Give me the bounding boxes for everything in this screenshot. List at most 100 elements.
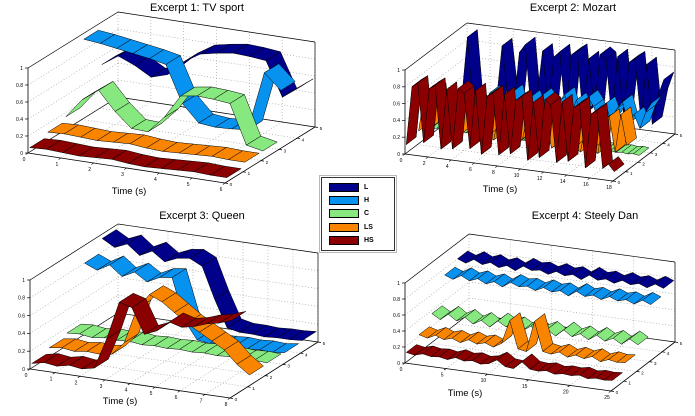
legend-swatch-LS xyxy=(329,222,359,232)
grid-lines xyxy=(27,11,316,184)
z-tick-label: 1 xyxy=(20,66,23,72)
x-tick-label: 3 xyxy=(100,384,103,390)
ribbon-HS xyxy=(29,138,242,178)
depth-tick-label: 3 xyxy=(284,149,287,154)
depth-tick-label: 2 xyxy=(270,375,273,380)
z-tick-label: 0.6 xyxy=(393,313,400,319)
depth-tick-label: 2 xyxy=(266,160,269,165)
legend-swatch-H xyxy=(329,196,359,206)
z-tick-label: 0.8 xyxy=(393,297,400,303)
z-tick-label: 0 xyxy=(22,367,25,373)
x-tick-label: 0 xyxy=(400,367,403,373)
ribbon-plot-tv-sport: 0 0.2 0.4 0.6 0.8 1 0 1 2 3 4 5 6 0 1 2 3 4 5 xyxy=(16,11,323,193)
x-tick-label: 8 xyxy=(492,170,495,176)
ribbon-HS xyxy=(31,293,247,370)
z-tick-label: 0.6 xyxy=(393,101,400,107)
legend-entry-C: C xyxy=(329,208,387,219)
z-tick-label: 0 xyxy=(20,151,23,157)
x-tick-label: 25 xyxy=(604,395,610,401)
depth-tick-label: 0 xyxy=(616,390,619,395)
depth-tick-label: 4 xyxy=(302,137,305,142)
subplot-excerpt-1: 0 0.2 0.4 0.6 0.8 1 0 1 2 3 4 5 6 0 1 2 3 4 5 Excerpt 1: T… xyxy=(0,0,347,208)
x-tick-label: 10 xyxy=(481,378,487,384)
z-tick-label: 1 xyxy=(397,281,400,287)
z-axis-ticks: 0 0.2 0.4 0.6 0.8 1 xyxy=(16,66,28,157)
subplot-excerpt-3: 0 0.2 0.4 0.6 0.8 1 0 1 2 3 4 5 6 7 8 0 1 2 3 4 5 Excerpt 3:… xyxy=(0,208,347,416)
z-tick-label: 0.8 xyxy=(18,296,25,302)
z-tick-label: 1 xyxy=(22,278,25,284)
x-tick-label: 1 xyxy=(55,162,58,168)
z-tick-label: 0 xyxy=(397,361,400,367)
x-tick-label: 10 xyxy=(514,173,520,179)
z-tick-label: 0.2 xyxy=(393,345,400,351)
x-tick-label: 6 xyxy=(220,187,223,193)
z-tick-label: 0.6 xyxy=(16,100,23,106)
legend-entry-L: L xyxy=(329,182,387,193)
depth-tick-label: 3 xyxy=(287,364,290,369)
x-tick-label: 7 xyxy=(200,398,203,404)
z-tick-label: 0.2 xyxy=(16,134,23,140)
legend-entry-LS: LS xyxy=(329,222,387,233)
depth-tick-label: 5 xyxy=(680,133,683,138)
plot-title: Excerpt 1: TV sport xyxy=(150,2,244,14)
x-tick-label: 1 xyxy=(50,377,53,383)
x-tick-label: 4 xyxy=(446,164,449,170)
depth-tick-label: 4 xyxy=(667,351,670,356)
depth-tick-label: 1 xyxy=(628,380,631,385)
z-tick-label: 0.4 xyxy=(18,331,25,337)
z-axis-ticks: 0 0.2 0.4 0.6 0.8 1 xyxy=(393,68,405,158)
depth-tick-label: 5 xyxy=(320,126,323,131)
depth-tick-label: 1 xyxy=(630,171,633,176)
x-tick-label: 2 xyxy=(423,161,426,167)
ribbon-LS xyxy=(47,122,260,163)
ribbon-plot-queen: 0 0.2 0.4 0.6 0.8 1 0 1 2 3 4 5 6 7 8 0 1 2 3 4 5 xyxy=(18,223,326,408)
front-axes: 0 1 2 3 4 5 6 0 1 2 3 4 5 xyxy=(23,126,323,193)
x-tick-label: 5 xyxy=(441,373,444,379)
z-tick-label: 0.6 xyxy=(18,313,25,319)
x-tick-label: 0 xyxy=(25,373,28,379)
x-tick-label: 4 xyxy=(125,388,128,394)
subplot-excerpt-2: 0 0.2 0.4 0.6 0.8 1 0 2 4 6 8 10 12 14 16 18 0 1 2 3 4 5 Exce… xyxy=(348,0,695,208)
depth-tick-label: 2 xyxy=(641,371,644,376)
x-axis-label: Time (s) xyxy=(447,388,483,399)
z-tick-label: 0.8 xyxy=(393,85,400,91)
z-axis-ticks: 0 0.2 0.4 0.6 0.8 1 xyxy=(393,281,405,367)
plot-title: Excerpt 2: Mozart xyxy=(529,2,617,14)
depth-tick-label: 5 xyxy=(680,341,683,346)
ribbon-H xyxy=(83,30,296,130)
x-tick-label: 0 xyxy=(400,158,403,164)
depth-tick-label: 2 xyxy=(642,161,645,166)
depth-tick-label: 4 xyxy=(305,352,308,357)
legend-swatch-HS xyxy=(329,235,359,245)
x-tick-label: 15 xyxy=(522,384,528,390)
z-tick-label: 0.8 xyxy=(16,83,23,89)
x-axis-label: Time (s) xyxy=(102,396,138,407)
legend-entry-HS: HS xyxy=(329,235,387,246)
legend-swatch-L xyxy=(329,183,359,193)
x-tick-label: 12 xyxy=(537,176,543,182)
front-axes: 0 5 10 15 20 25 0 1 2 3 4 5 xyxy=(400,341,683,401)
x-tick-label: 14 xyxy=(560,179,566,185)
x-tick-label: 3 xyxy=(121,172,124,178)
z-tick-label: 1 xyxy=(397,68,400,74)
z-tick-label: 0.4 xyxy=(393,118,400,124)
depth-tick-label: 3 xyxy=(654,361,657,366)
depth-tick-label: 0 xyxy=(230,182,233,187)
depth-tick-label: 3 xyxy=(655,152,658,157)
legend-swatch-C xyxy=(329,209,359,219)
legend-label: L xyxy=(364,184,369,192)
x-axis-label: Time (s) xyxy=(482,184,518,195)
x-tick-label: 6 xyxy=(175,395,178,401)
x-tick-label: 2 xyxy=(75,380,78,386)
x-tick-label: 5 xyxy=(187,182,190,188)
ribbon-C xyxy=(431,305,649,346)
x-tick-label: 16 xyxy=(583,182,589,188)
ribbon-C xyxy=(65,81,278,152)
plot-title: Excerpt 4: Steely Dan xyxy=(531,210,639,222)
legend-entry-H: H xyxy=(329,195,387,206)
front-axes: 0 1 2 3 4 5 6 7 8 0 1 2 3 4 5 xyxy=(25,341,326,408)
ribbon-LS xyxy=(418,312,636,363)
